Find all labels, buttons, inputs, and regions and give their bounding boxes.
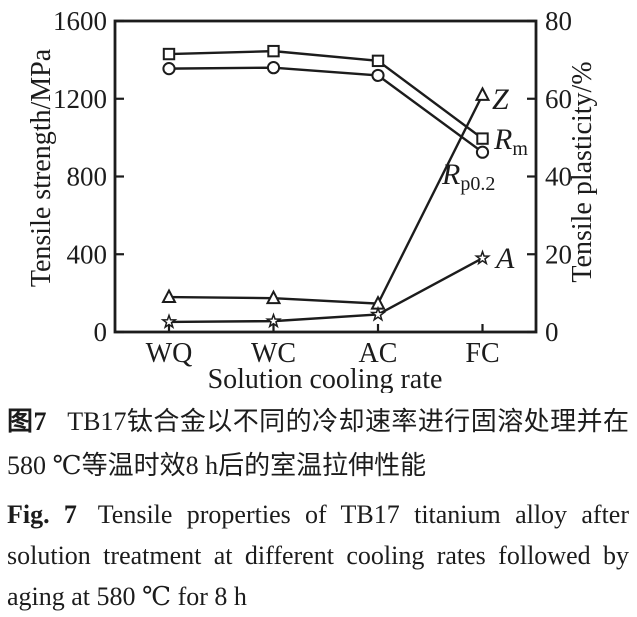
right-axis-tick-label: 0 — [545, 317, 559, 347]
x-axis-category-label: AC — [359, 338, 398, 369]
star-marker-A — [369, 305, 387, 322]
series-line-Rm — [168, 49, 484, 140]
left-axis-tick-label: 800 — [67, 162, 108, 192]
x-axis-title: Solution cooling rate — [208, 364, 443, 393]
square-marker-Rm — [267, 44, 280, 58]
star-marker-A — [265, 312, 282, 329]
left-axis-tick-label: 1200 — [53, 84, 107, 114]
triangle-marker-Z — [474, 86, 491, 101]
right-axis-tick-label: 60 — [545, 84, 572, 114]
left-axis-tick-label: 1600 — [53, 6, 107, 36]
series-label-Rp0.2: Rp0.2 — [441, 158, 495, 195]
circle-marker-Rp0.2 — [371, 68, 385, 83]
figure-page: 0 400 800 1200 1600 0 20 40 60 80 WQ WC AC FC Solution… — [7, 6, 630, 611]
right-axis-tick-label: 40 — [545, 162, 572, 192]
series-line-A — [168, 257, 484, 324]
x-axis-category-label: FC — [465, 338, 499, 369]
right-axis-title: Tensile plasticity/% — [567, 61, 598, 282]
series-label-Z: Z — [492, 83, 509, 116]
star-marker-A — [474, 249, 491, 266]
series-label-A: A — [494, 242, 515, 275]
right-axis-tick-label: 80 — [545, 6, 572, 36]
square-marker-Rm — [371, 54, 385, 68]
square-marker-Rm — [476, 132, 489, 145]
left-axis-tick-label: 400 — [67, 239, 108, 269]
star-marker-A — [160, 313, 178, 330]
triangle-marker-Z — [265, 289, 282, 305]
x-axis-category-label: WC — [251, 338, 296, 369]
figure-caption: 图7 TB17钛合金以不同的冷却速率进行固溶处理并在580 ℃等温时效8 h后的室… — [0, 400, 637, 617]
triangle-marker-Z — [161, 288, 177, 304]
x-axis-category-label: WQ — [146, 338, 193, 369]
caption-english: Fig. 7 Tensile properties of TB17 titaniu… — [7, 494, 629, 617]
caption-chinese: 图7 TB17钛合金以不同的冷却速率进行固溶处理并在580 ℃等温时效8 h后的室… — [7, 400, 629, 488]
caption-zh-text: TB17钛合金以不同的冷却速率进行固溶处理并在580 ℃等温时效8 h后的室温拉… — [7, 407, 629, 480]
square-marker-Rm — [162, 47, 176, 61]
left-axis-tick-label: 0 — [94, 317, 108, 347]
right-axis-tick-label: 20 — [545, 239, 572, 269]
series-line-Rp0.2 — [168, 66, 484, 154]
circle-marker-Rp0.2 — [266, 61, 281, 75]
caption-en-figure-number: Fig. 7 — [7, 500, 77, 529]
series-label-Rm: Rm — [493, 123, 528, 160]
tensile-properties-chart: 0 400 800 1200 1600 0 20 40 60 80 WQ WC AC FC Solution… — [26, 6, 598, 395]
series-line-Z — [168, 94, 484, 305]
left-axis-title: Tensile strength/MPa — [26, 48, 57, 287]
caption-en-text: Tensile properties of TB17 titanium allo… — [7, 500, 630, 611]
caption-zh-figure-number: 图7 — [7, 407, 47, 436]
circle-marker-Rp0.2 — [162, 62, 176, 76]
circle-marker-Rp0.2 — [475, 145, 490, 159]
